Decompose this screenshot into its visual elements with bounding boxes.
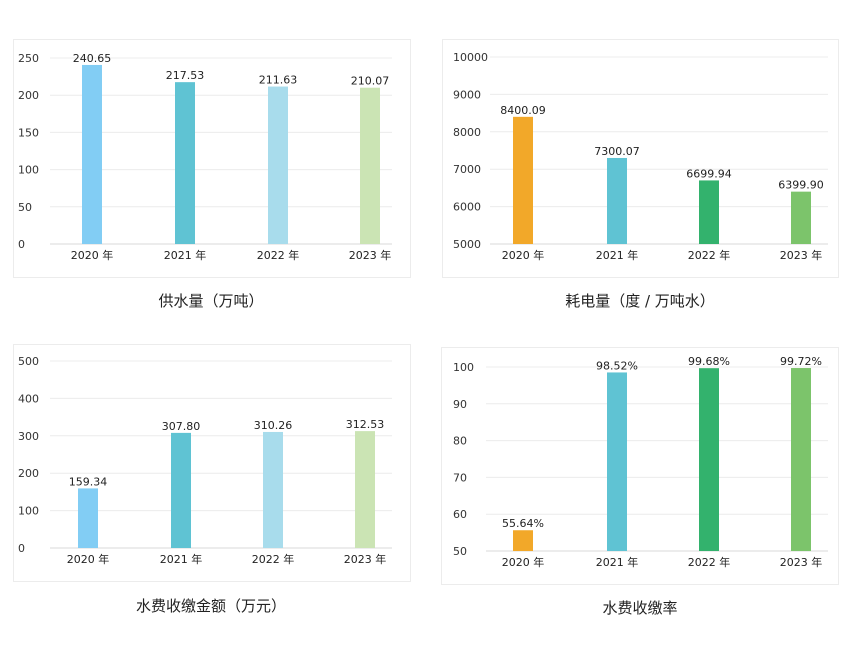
bar [791, 368, 811, 551]
bar [263, 431, 283, 548]
bar [513, 116, 533, 244]
x-tick-label: 2023 年 [780, 555, 823, 569]
x-tick-label: 2020 年 [502, 555, 545, 569]
chart-title-collection-rate: 水费收缴率 [602, 599, 678, 617]
x-tick-label: 2023 年 [780, 248, 823, 262]
bar [699, 180, 719, 244]
y-tick-label: 70 [453, 471, 467, 484]
chart-panel-power-consumption [442, 39, 839, 278]
bar [360, 87, 380, 244]
bar [175, 82, 195, 244]
x-tick-label: 2020 年 [502, 248, 545, 262]
y-tick-label: 200 [18, 89, 39, 102]
y-tick-label: 50 [453, 545, 467, 558]
data-label: 210.07 [351, 75, 390, 88]
data-label: 307.80 [162, 420, 201, 433]
bar [171, 432, 191, 548]
x-tick-label: 2020 年 [67, 552, 110, 566]
x-tick-label: 2022 年 [688, 248, 731, 262]
y-tick-label: 400 [18, 392, 39, 405]
y-tick-label: 6000 [453, 201, 481, 214]
data-label: 217.53 [166, 69, 205, 82]
bar [607, 157, 627, 244]
data-label: 240.65 [73, 52, 112, 65]
y-tick-label: 7000 [453, 163, 481, 176]
bar [513, 530, 533, 551]
bar [791, 191, 811, 244]
data-label: 99.68% [688, 355, 730, 368]
data-label: 6699.94 [686, 167, 732, 180]
x-tick-label: 2023 年 [344, 552, 387, 566]
y-tick-label: 500 [18, 355, 39, 368]
chart-title-water-supply: 供水量（万吨） [158, 292, 264, 310]
y-tick-label: 150 [18, 126, 39, 139]
chart-title-fee-amount: 水费收缴金额（万元） [135, 597, 287, 615]
y-tick-label: 50 [18, 201, 32, 214]
data-label: 8400.09 [500, 104, 546, 117]
data-label: 211.63 [259, 74, 298, 87]
bar [82, 64, 102, 245]
data-label: 98.52% [596, 359, 638, 372]
data-label: 312.53 [346, 418, 385, 431]
x-tick-label: 2022 年 [688, 555, 731, 569]
bar [355, 431, 375, 548]
bar [78, 488, 98, 548]
bar [699, 368, 719, 551]
x-tick-label: 2020 年 [71, 248, 114, 262]
data-label: 310.26 [254, 419, 293, 432]
y-tick-label: 250 [18, 52, 39, 65]
y-tick-label: 0 [18, 238, 25, 251]
y-tick-label: 100 [18, 164, 39, 177]
x-tick-label: 2022 年 [257, 248, 300, 262]
x-tick-label: 2021 年 [596, 248, 639, 262]
x-tick-label: 2021 年 [596, 555, 639, 569]
data-label: 99.72% [780, 355, 822, 368]
y-tick-label: 0 [18, 542, 25, 555]
data-label: 7300.07 [594, 145, 640, 158]
chart-panel-collection-rate [441, 347, 839, 585]
y-tick-label: 90 [453, 398, 467, 411]
y-tick-label: 100 [18, 505, 39, 518]
y-tick-label: 5000 [453, 238, 481, 251]
data-label: 159.34 [69, 475, 108, 488]
data-label: 6399.90 [778, 179, 824, 192]
y-tick-label: 100 [453, 361, 474, 374]
y-tick-label: 300 [18, 430, 39, 443]
x-tick-label: 2023 年 [349, 248, 392, 262]
y-tick-label: 200 [18, 467, 39, 480]
y-tick-label: 10000 [453, 51, 488, 64]
x-tick-label: 2021 年 [164, 248, 207, 262]
y-tick-label: 8000 [453, 126, 481, 139]
y-tick-label: 9000 [453, 88, 481, 101]
chart-title-power-consumption: 耗电量（度 / 万吨水） [565, 292, 715, 310]
bar [268, 86, 288, 245]
x-tick-label: 2021 年 [160, 552, 203, 566]
y-tick-label: 80 [453, 435, 467, 448]
chart-panel-water-supply [13, 39, 411, 278]
y-tick-label: 60 [453, 508, 467, 521]
data-label: 55.64% [502, 517, 544, 530]
bar [607, 372, 627, 551]
x-tick-label: 2022 年 [252, 552, 295, 566]
